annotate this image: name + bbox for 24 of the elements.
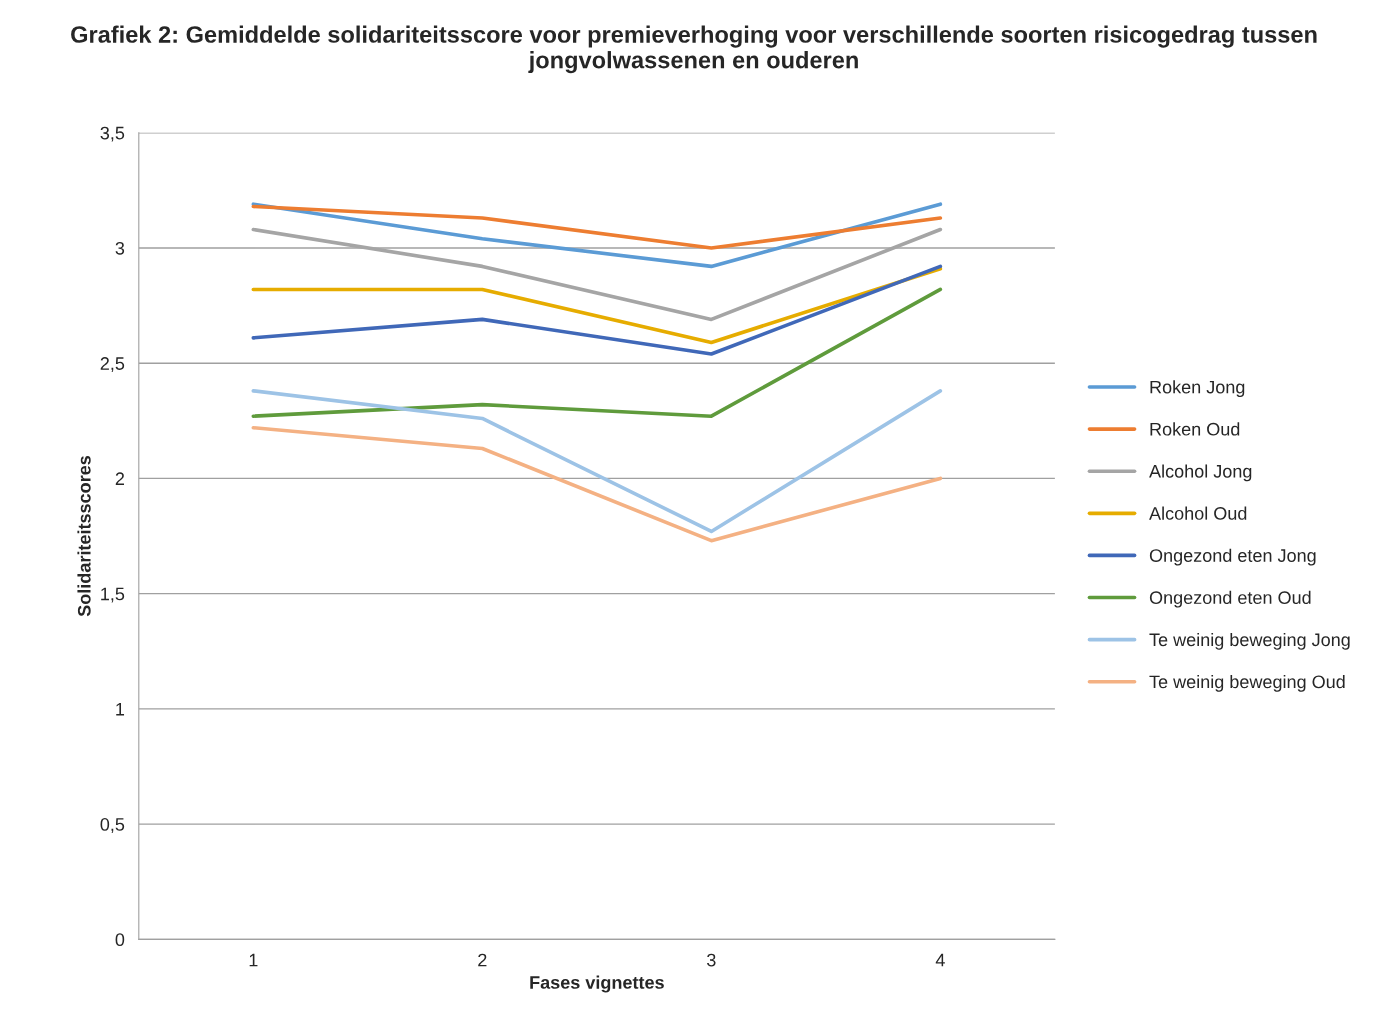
chart-title: Grafiek 2: Gemiddelde solidariteitsscore voor premieverhoging voor verschillende soorten risicogedrag tussen jongvolwassenen en ouderen <box>71 25 1317 74</box>
y-tick-label: 3 <box>115 241 125 255</box>
x-tick-label: 2 <box>478 953 487 967</box>
legend-label: Te weinig beweging Jong <box>1149 632 1350 650</box>
y-tick-label: 0 <box>115 933 125 947</box>
y-tick-label: 2,5 <box>100 357 125 373</box>
line-series <box>251 425 943 543</box>
y-tick-label: 2 <box>115 472 125 485</box>
x-tick-label: 4 <box>935 953 945 967</box>
legend-label: Alcohol Jong <box>1149 464 1252 482</box>
y-tick-label: 1 <box>116 702 125 716</box>
legend-label: Ongezond eten Jong <box>1149 548 1316 566</box>
legend-label: Te weinig beweging Oud <box>1149 674 1345 692</box>
x-tick-label: 1 <box>249 953 258 967</box>
x-axis-title: Fases vignettes <box>530 975 664 993</box>
x-tick-label: 3 <box>707 953 716 967</box>
legend-label: Roken Jong <box>1150 380 1245 398</box>
legend-label: Roken Oud <box>1150 422 1240 436</box>
y-tick-label: 0,5 <box>100 818 125 833</box>
y-tick-label: 1,5 <box>101 587 125 603</box>
y-tick-label: 3,5 <box>100 126 125 142</box>
legend-label: Alcohol Oud <box>1149 506 1247 520</box>
legend-label: Ongezond eten Oud <box>1149 590 1311 608</box>
y-axis-title: Solidariteitsscores <box>77 455 91 617</box>
